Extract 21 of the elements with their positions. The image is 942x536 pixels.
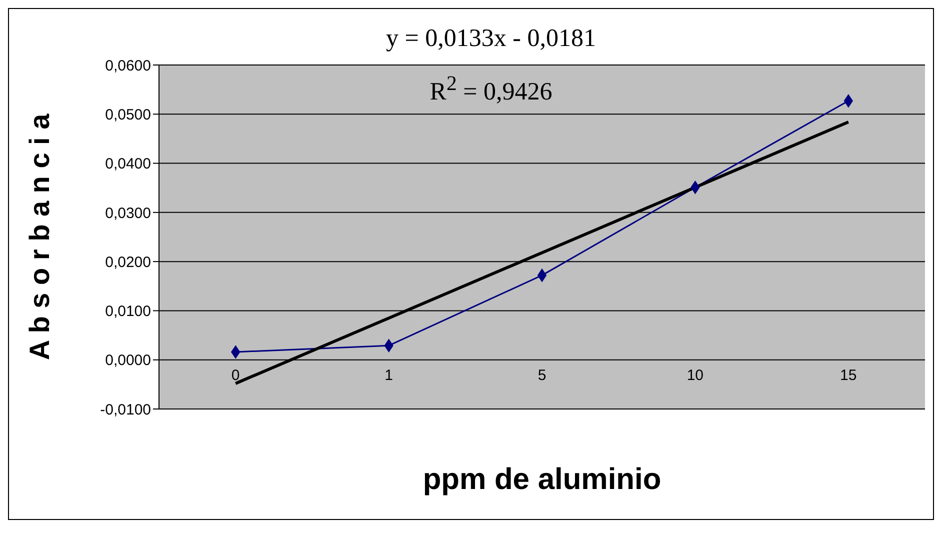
x-tick-label: 15 xyxy=(840,366,857,384)
x-axis-title: ppm de aluminio xyxy=(422,463,662,496)
text: y = 0,0133x - 0,0181 xyxy=(385,25,597,53)
y-tick-label: 0,0200 xyxy=(105,254,151,271)
x-tick-label: 10 xyxy=(686,366,704,384)
point xyxy=(844,94,853,108)
y-axis-title: A b s o r b a n c i a xyxy=(24,114,56,360)
y-tick-label: 0,0400 xyxy=(105,156,151,173)
y-tick-label: 0,0500 xyxy=(105,106,151,124)
point xyxy=(384,339,394,352)
x-tick-label: 0 xyxy=(231,366,240,384)
y-tick-label: 0,0100 xyxy=(105,303,151,320)
y-tick-label: 0,0000 xyxy=(105,352,151,370)
x-tick-label: 5 xyxy=(538,366,546,384)
point xyxy=(231,345,240,358)
y-tick-label: 0,0300 xyxy=(105,204,151,222)
point xyxy=(690,180,700,194)
annotation: R$^{2}$ = 0,9426 xyxy=(430,71,552,106)
x-tick-label: 1 xyxy=(384,366,393,384)
y-tick-label: -0,0100 xyxy=(100,401,151,418)
y-tick-label: 0,0600 xyxy=(105,57,151,74)
